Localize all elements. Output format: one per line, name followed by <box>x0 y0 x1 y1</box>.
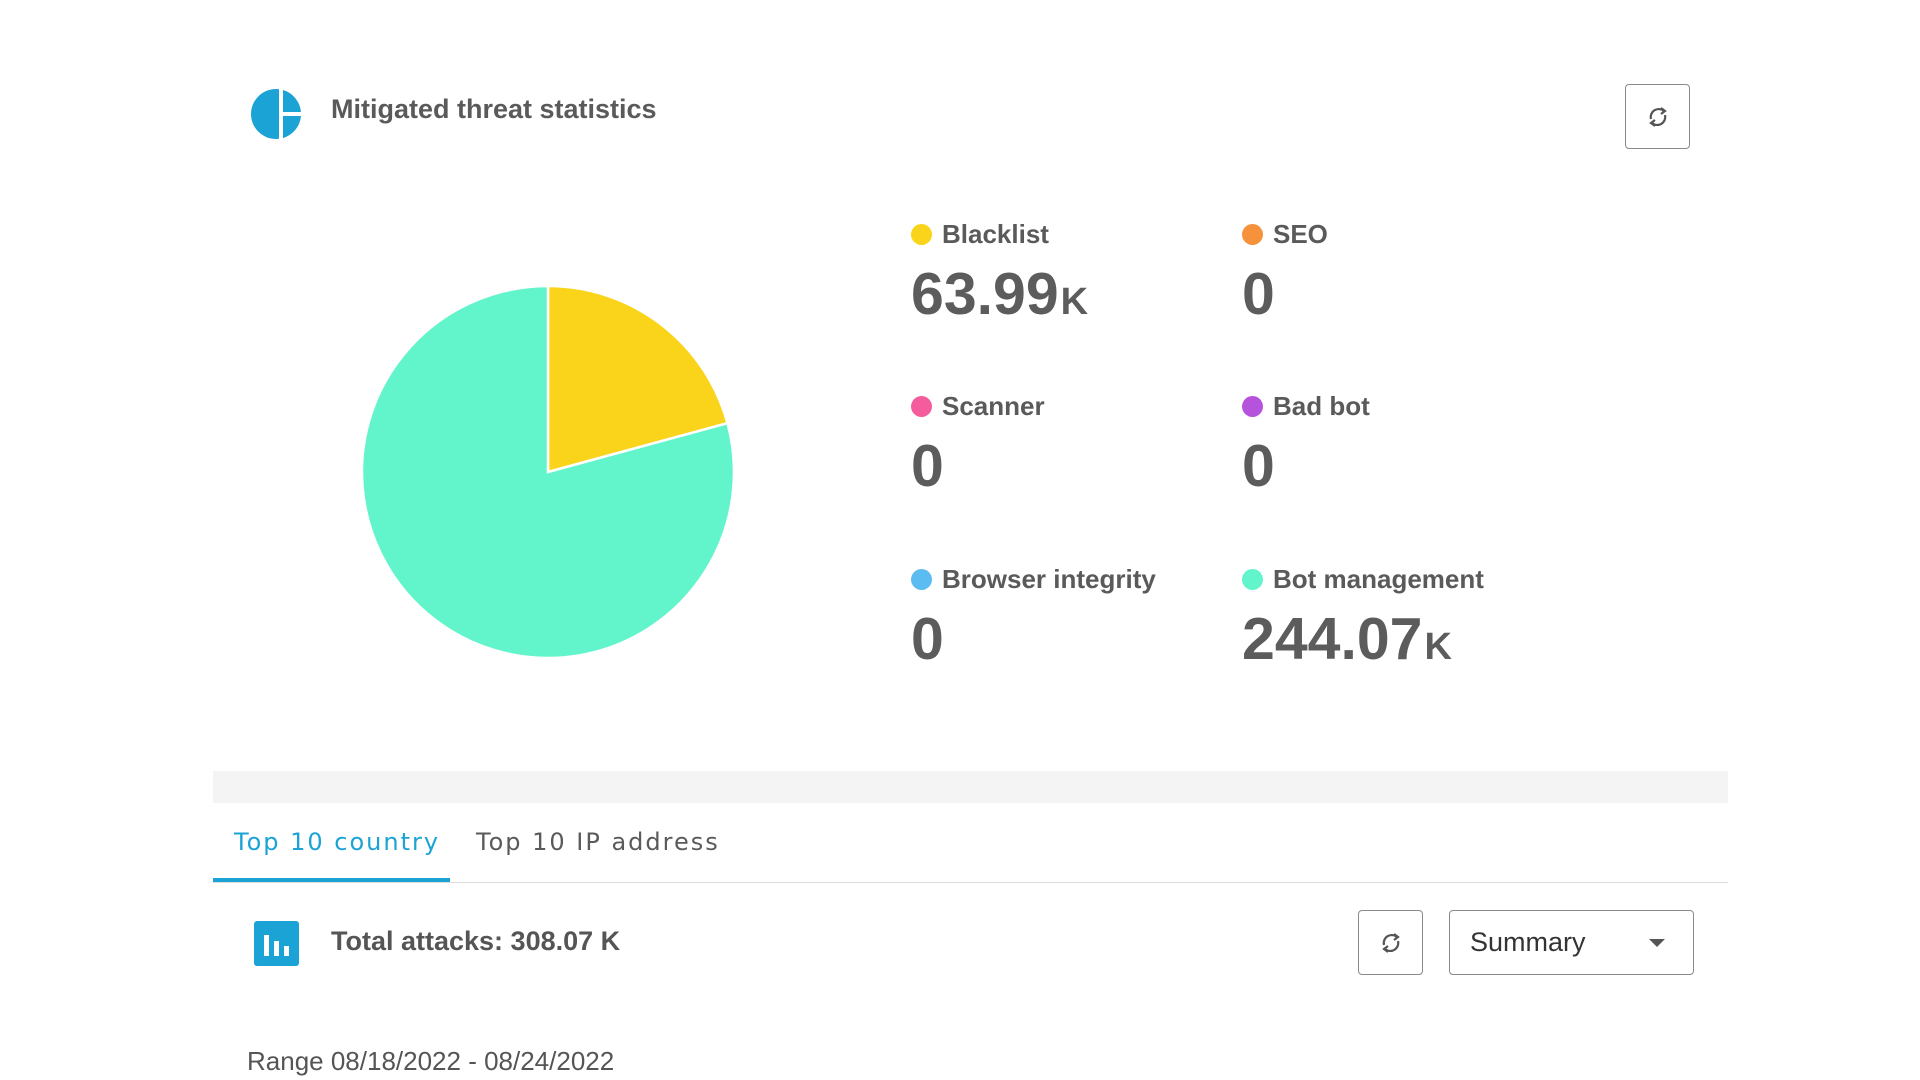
stat-label: Browser integrity <box>942 563 1156 594</box>
stat-bad-bot: Bad bot 0 <box>1242 390 1370 506</box>
stat-value: 63.99 <box>911 261 1059 327</box>
stat-unit: K <box>1060 281 1089 323</box>
seo-dot <box>1242 223 1263 245</box>
stat-value: 0 <box>1242 261 1275 327</box>
pie-slice-bot-management[interactable] <box>360 284 736 660</box>
date-range: Range 08/18/2022 - 08/24/2022 <box>247 1046 615 1076</box>
stat-value: 0 <box>1242 433 1275 499</box>
page-title: Mitigated threat statistics <box>331 94 657 124</box>
total-attacks-label: Total attacks: 308.07 K <box>331 926 621 956</box>
chevron-down-icon <box>1649 939 1665 947</box>
browser-integrity-dot <box>911 568 932 590</box>
section-divider <box>213 771 1728 803</box>
bar-chart-icon <box>254 921 299 966</box>
stat-blacklist: Blacklist 63.99K <box>911 218 1088 334</box>
stat-value: 244.07 <box>1242 606 1423 672</box>
stat-label: Bot management <box>1273 563 1484 594</box>
active-tab-indicator <box>213 878 450 882</box>
refresh-attacks-button[interactable] <box>1358 910 1423 975</box>
stat-bot-management: Bot management 244.07K <box>1242 563 1484 679</box>
tab-top-10-country[interactable]: Top 10 country <box>234 828 441 856</box>
stat-browser-integrity: Browser integrity 0 <box>911 563 1156 679</box>
stat-label: Scanner <box>942 390 1045 421</box>
tabs-divider <box>213 882 1728 883</box>
stat-unit: K <box>1424 626 1452 668</box>
stat-seo: SEO 0 <box>1242 218 1328 334</box>
stat-scanner: Scanner 0 <box>911 390 1045 506</box>
refresh-button[interactable] <box>1625 84 1690 149</box>
pie-slice-blacklist[interactable] <box>546 284 730 474</box>
bad-bot-dot <box>1242 395 1263 417</box>
summary-select-value: Summary <box>1470 927 1586 957</box>
refresh-icon <box>1381 932 1400 953</box>
stat-value: 0 <box>911 606 944 672</box>
stat-value: 0 <box>911 433 944 499</box>
stat-label: Bad bot <box>1273 390 1370 421</box>
threat-pie-chart <box>360 284 736 660</box>
pie-chart-icon <box>251 88 302 140</box>
stat-label: SEO <box>1273 218 1328 249</box>
scanner-dot <box>911 395 932 417</box>
stat-label: Blacklist <box>942 218 1049 249</box>
refresh-icon <box>1648 106 1667 127</box>
blacklist-dot <box>911 223 932 245</box>
bot-management-dot <box>1242 568 1263 590</box>
summary-select[interactable]: Summary <box>1449 910 1694 975</box>
tab-top-10-ip-address[interactable]: Top 10 IP address <box>476 828 720 856</box>
